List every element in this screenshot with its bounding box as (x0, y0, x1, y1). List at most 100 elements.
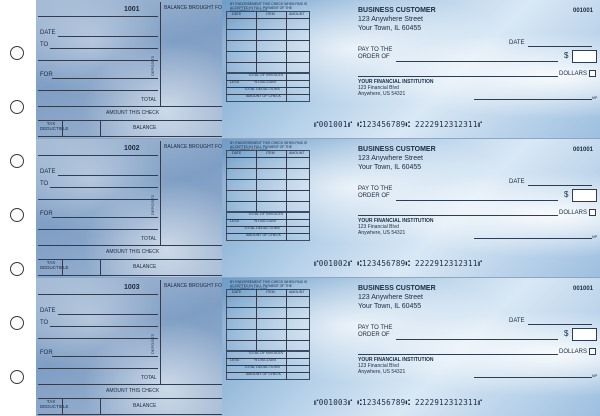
register-amount-of-check: AMOUNT OF CHECK (246, 233, 282, 237)
customer-address-line1: 123 Anywhere Street (358, 16, 423, 23)
mp-label: MP (592, 374, 598, 378)
register-col-amount: AMOUNT (289, 12, 305, 16)
register-total-deductions: TOTAL DEDUCTIONS (244, 365, 280, 369)
perforation-line (36, 138, 600, 139)
register-discount: % DISCOUNT (254, 219, 277, 223)
register-discount: % DISCOUNT (254, 80, 277, 84)
bank-name: YOUR FINANCIAL INSTITUTION (358, 357, 434, 363)
date-label: DATE (509, 318, 525, 324)
amount-words-line[interactable] (358, 354, 558, 355)
amount-words-line[interactable] (358, 215, 558, 216)
binder-hole (10, 370, 24, 384)
dollars-label: DOLLARS (559, 349, 588, 355)
binder-hole (10, 100, 24, 114)
register-col-date: DATE (232, 151, 242, 155)
date-line[interactable] (528, 324, 592, 325)
stub-balance-forward-label: BALANCE BROUGHT FORWARD (164, 144, 241, 150)
register-total-invoices: TOTAL OF INVOICES (248, 212, 284, 216)
check-body: BY ENDORSEMENT THIS CHECK WHEN PAID IS A… (222, 278, 600, 416)
amount-box[interactable] (572, 328, 597, 341)
stub-balance-forward-label: BALANCE BROUGHT FORWARD (164, 5, 241, 11)
stub-balance-label: BALANCE (133, 403, 157, 409)
security-lock-icon (589, 348, 596, 355)
bank-address-line2: Anywhere, US 54321 (358, 369, 406, 375)
mp-label: MP (592, 96, 598, 100)
bank-name: YOUR FINANCIAL INSTITUTION (358, 79, 434, 85)
payee-line[interactable] (396, 200, 558, 201)
binder-hole (10, 46, 24, 60)
amount-words-line[interactable] (358, 76, 558, 77)
stub-for-line[interactable] (52, 217, 158, 218)
stub-for-label: FOR (40, 211, 53, 217)
payee-line[interactable] (396, 339, 558, 340)
register-col-date: DATE (232, 12, 242, 16)
customer-address-line2: Your Town, IL 60455 (358, 164, 422, 171)
stub-date-line[interactable] (58, 175, 158, 176)
signature-line[interactable] (474, 99, 592, 100)
bank-address-line2: Anywhere, US 54321 (358, 91, 406, 97)
binder-hole (10, 208, 24, 222)
date-line[interactable] (528, 46, 592, 47)
stub-date-label: DATE (40, 169, 56, 175)
stub-amount-this-check-label: AMOUNT THIS CHECK (106, 388, 160, 394)
micr-line: ⑈001003⑈ ⑆123456789⑆ 2222912312311⑈ (314, 398, 483, 407)
bank-address-line1: 123 Financial Blvd (358, 224, 399, 230)
invoice-register: BY ENDORSEMENT THIS CHECK WHEN PAID IS A… (226, 280, 310, 380)
register-col-date: DATE (232, 290, 242, 294)
register-col-item: ITEM (266, 151, 275, 155)
check-number: 001001 (573, 8, 594, 14)
check-stub: 1003 BALANCE BROUGHT FORWARD DATE TO FOR… (36, 278, 241, 416)
stub-to-line[interactable] (50, 48, 158, 49)
dollars-label: DOLLARS (559, 71, 588, 77)
customer-name: BUSINESS CUSTOMER (358, 285, 436, 292)
stub-deposits-label: DEPOSITS (150, 194, 155, 215)
stub-balance-forward-label: BALANCE BROUGHT FORWARD (164, 283, 241, 289)
stub-for-label: FOR (40, 350, 53, 356)
customer-address-line1: 123 Anywhere Street (358, 155, 423, 162)
stub-number: 1003 (124, 284, 140, 291)
stub-date-label: DATE (40, 308, 56, 314)
register-col-amount: AMOUNT (289, 151, 305, 155)
security-lock-icon (589, 209, 596, 216)
stub-balance-label: BALANCE (133, 125, 157, 131)
check-stub: 1002 BALANCE BROUGHT FORWARD DATE TO FOR… (36, 139, 241, 277)
business-check: 1001 BALANCE BROUGHT FORWARD DATE TO FOR… (36, 0, 600, 138)
stub-to-line[interactable] (50, 187, 158, 188)
customer-address-line2: Your Town, IL 60455 (358, 303, 422, 310)
stub-to-line[interactable] (50, 326, 158, 327)
stub-for-line[interactable] (52, 356, 158, 357)
stub-date-line[interactable] (58, 314, 158, 315)
date-line[interactable] (528, 185, 592, 186)
amount-box[interactable] (572, 50, 597, 63)
register-col-item: ITEM (266, 290, 275, 294)
signature-line[interactable] (474, 377, 592, 378)
stub-to-label: TO (40, 181, 49, 187)
dollars-label: DOLLARS (559, 210, 588, 216)
business-check: 1002 BALANCE BROUGHT FORWARD DATE TO FOR… (36, 139, 600, 277)
stub-date-line[interactable] (58, 36, 158, 37)
binder-hole (10, 316, 24, 330)
stub-to-label: TO (40, 42, 49, 48)
stub-amount-this-check-label: AMOUNT THIS CHECK (106, 249, 160, 255)
amount-box[interactable] (572, 189, 597, 202)
customer-name: BUSINESS CUSTOMER (358, 7, 436, 14)
order-of-label: ORDER OF (358, 193, 390, 199)
micr-line: ⑈001001⑈ ⑆123456789⑆ 2222912312311⑈ (314, 120, 483, 129)
payee-line[interactable] (396, 61, 558, 62)
stub-tax-deductible-label: TAX DEDUCTIBLE (40, 121, 69, 131)
stub-deposits-label: DEPOSITS (150, 333, 155, 354)
order-of-label: ORDER OF (358, 54, 390, 60)
stub-amount-this-check-label: AMOUNT THIS CHECK (106, 110, 160, 116)
pay-to-label: PAY TO THE (358, 325, 393, 331)
dollar-sign: $ (564, 190, 569, 199)
binder-hole (10, 154, 24, 168)
stub-to-label: TO (40, 320, 49, 326)
register-less: LESS (230, 80, 240, 84)
mp-label: MP (592, 235, 598, 239)
business-check: 1003 BALANCE BROUGHT FORWARD DATE TO FOR… (36, 278, 600, 416)
signature-line[interactable] (474, 238, 592, 239)
dollar-sign: $ (564, 51, 569, 60)
stub-for-line[interactable] (52, 78, 158, 79)
bank-address-line2: Anywhere, US 54321 (358, 230, 406, 236)
